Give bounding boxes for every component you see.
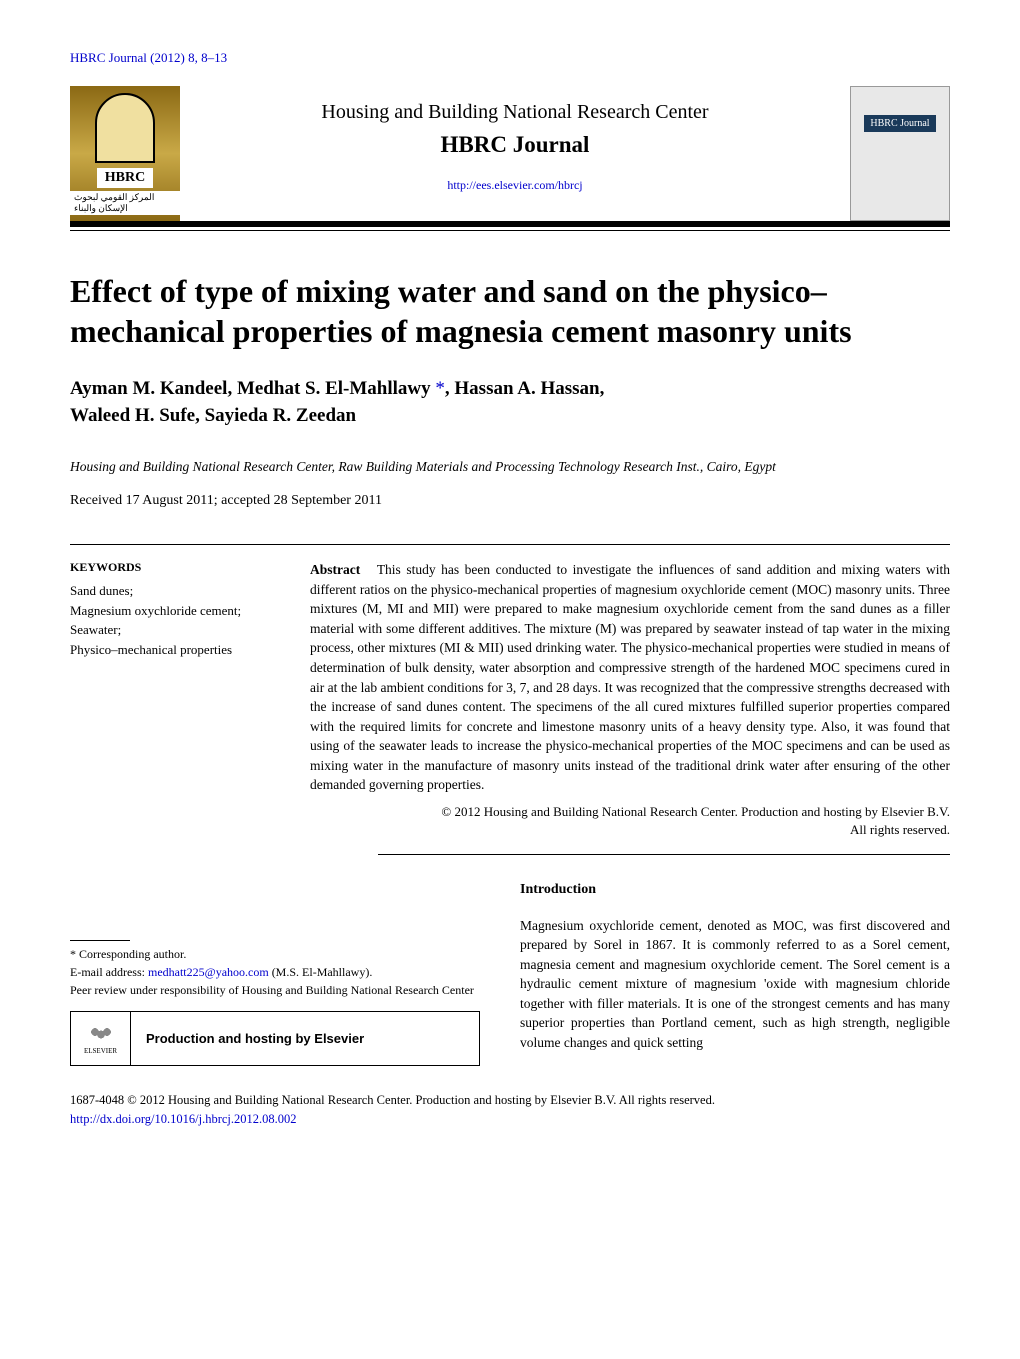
production-text: Production and hosting by Elsevier	[131, 1031, 479, 1046]
authors: Ayman M. Kandeel, Medhat S. El-Mahllawy …	[70, 376, 950, 429]
journal-name: HBRC Journal	[200, 132, 830, 158]
elsevier-logo: ELSEVIER	[71, 1012, 131, 1065]
intro-section: * Corresponding author. E-mail address: …	[70, 880, 950, 1066]
article-dates: Received 17 August 2011; accepted 28 Sep…	[70, 493, 950, 509]
doi-link[interactable]: http://dx.doi.org/10.1016/j.hbrcj.2012.0…	[70, 1112, 297, 1126]
journal-header: HBRC المركز القومي لبحوث الإسكان والبناء…	[70, 86, 950, 224]
affiliation: Housing and Building National Research C…	[70, 459, 950, 475]
keywords-column: KEYWORDS Sand dunes; Magnesium oxychlori…	[70, 560, 270, 839]
email-footnote: E-mail address: medhatt225@yahoo.com (M.…	[70, 963, 480, 981]
author-segment: Waleed H. Sufe, Sayieda R. Zeedan	[70, 405, 356, 426]
keywords-abstract-row: KEYWORDS Sand dunes; Magnesium oxychlori…	[70, 545, 950, 854]
copyright-line: © 2012 Housing and Building National Res…	[310, 803, 950, 839]
abstract-text: This study has been conducted to investi…	[310, 562, 950, 792]
email-suffix: (M.S. El-Mahllawy).	[269, 965, 373, 979]
article-title: Effect of type of mixing water and sand …	[70, 271, 950, 351]
cover-title: HBRC Journal	[864, 115, 935, 132]
keywords-heading: KEYWORDS	[70, 560, 270, 575]
page-footer: 1687-4048 © 2012 Housing and Building Na…	[70, 1091, 950, 1129]
production-box: ELSEVIER Production and hosting by Elsev…	[70, 1011, 480, 1066]
rule-short	[378, 854, 950, 855]
abstract-label: Abstract	[310, 562, 360, 577]
author-segment: Ayman M. Kandeel, Medhat S. El-Mahllawy	[70, 378, 435, 399]
email-link[interactable]: medhatt225@yahoo.com	[148, 965, 269, 979]
logo-abbrev: HBRC	[97, 168, 153, 188]
hbrc-logo: HBRC المركز القومي لبحوث الإسكان والبناء	[70, 86, 180, 221]
tree-icon	[86, 1022, 116, 1047]
organization-name: Housing and Building National Research C…	[200, 101, 830, 124]
divider-thin	[70, 230, 950, 231]
corresponding-marker[interactable]: *	[435, 378, 445, 399]
corresponding-footnote: * Corresponding author.	[70, 945, 480, 963]
keywords-list: Sand dunes; Magnesium oxychloride cement…	[70, 581, 270, 659]
journal-url-link[interactable]: http://ees.elsevier.com/hbrcj	[447, 178, 582, 192]
intro-column: Introduction Magnesium oxychloride cemen…	[520, 880, 950, 1066]
abstract-column: Abstract This study has been conducted t…	[310, 560, 950, 839]
citation-line: HBRC Journal (2012) 8, 8–13	[70, 50, 950, 66]
publisher-name: ELSEVIER	[84, 1047, 117, 1055]
intro-heading: Introduction	[520, 880, 950, 900]
footnote-column: * Corresponding author. E-mail address: …	[70, 880, 480, 1066]
divider-bar	[70, 224, 950, 227]
footnote-rule	[70, 940, 130, 941]
issn-line: 1687-4048 © 2012 Housing and Building Na…	[70, 1093, 715, 1107]
journal-cover-thumb: HBRC Journal	[850, 86, 950, 221]
logo-arabic-text: المركز القومي لبحوث الإسكان والبناء	[70, 191, 180, 215]
email-prefix: E-mail address:	[70, 965, 148, 979]
header-center: Housing and Building National Research C…	[180, 86, 850, 221]
peer-review-footnote: Peer review under responsibility of Hous…	[70, 981, 480, 999]
copyright-text: © 2012 Housing and Building National Res…	[441, 804, 950, 819]
author-segment: , Hassan A. Hassan,	[445, 378, 604, 399]
intro-text: Magnesium oxychloride cement, denoted as…	[520, 916, 950, 1053]
copyright-text: All rights reserved.	[850, 822, 950, 837]
logo-arch-icon	[95, 93, 155, 163]
